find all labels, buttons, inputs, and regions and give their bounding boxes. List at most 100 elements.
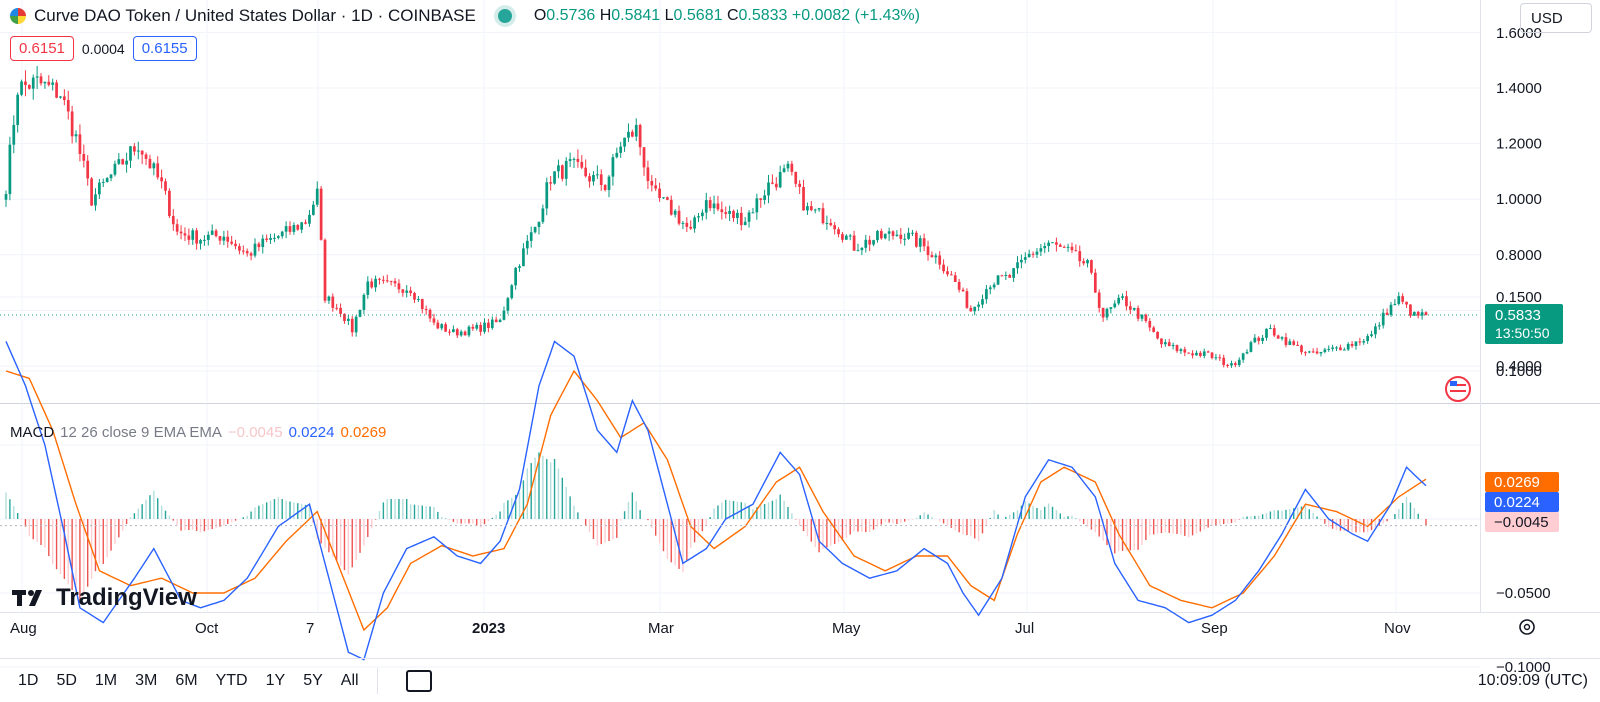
- candle-body: [152, 163, 156, 169]
- us-flag-icon[interactable]: [1445, 376, 1471, 402]
- candle-body: [24, 81, 27, 86]
- candle-body: [1405, 301, 1408, 305]
- sell-price-button[interactable]: 0.6151: [10, 36, 74, 61]
- open-value: 0.5736: [546, 7, 596, 24]
- candle-body: [385, 280, 389, 282]
- range-5d-button[interactable]: 5D: [56, 671, 77, 689]
- candle-body: [848, 235, 852, 237]
- calendar-range-icon[interactable]: [405, 669, 432, 692]
- candle-body: [985, 289, 988, 300]
- price-tick-label: 0.4000: [1496, 358, 1542, 375]
- range-ytd-button[interactable]: YTD: [215, 671, 248, 689]
- toolbar-divider: [376, 667, 378, 694]
- candle-body: [51, 82, 55, 85]
- candle-body: [911, 232, 914, 234]
- current-price-tag[interactable]: [1485, 304, 1563, 345]
- macd-line-tag: [1485, 492, 1559, 512]
- candle-body: [413, 292, 416, 300]
- candle-body: [175, 224, 179, 232]
- candle-body: [973, 306, 977, 312]
- range-1y-button[interactable]: 1Y: [265, 671, 286, 689]
- candle-body: [179, 231, 183, 234]
- candle-body: [366, 281, 370, 295]
- candle-body: [1070, 246, 1074, 251]
- candle-body: [1370, 334, 1373, 337]
- candle-body: [292, 224, 296, 232]
- candle-body: [829, 222, 833, 226]
- range-1m-button[interactable]: 1M: [94, 671, 118, 689]
- candle-body: [452, 329, 455, 333]
- macd-signal-tag-text: 0.0269: [1494, 474, 1540, 491]
- candle-body: [1354, 341, 1358, 346]
- candle-body: [1202, 351, 1206, 356]
- range-5y-button[interactable]: 5Y: [303, 671, 323, 689]
- symbol-title[interactable]: Curve DAO Token / United States Dollar ·…: [34, 6, 476, 25]
- candle-body: [1397, 296, 1401, 304]
- candle-body: [634, 125, 638, 137]
- candle-body: [790, 163, 794, 172]
- candle-body: [378, 278, 381, 280]
- candle-body: [304, 222, 307, 224]
- candle-body: [20, 81, 23, 95]
- range-3m-button[interactable]: 3M: [135, 671, 158, 689]
- macd-line: [5, 340, 1427, 661]
- range-all-button[interactable]: All: [340, 671, 359, 689]
- candle-body: [662, 197, 665, 199]
- candle-body: [603, 185, 607, 190]
- candle-body: [743, 221, 747, 226]
- candle-body: [564, 160, 568, 179]
- candle-body: [354, 316, 358, 333]
- candle-body: [389, 280, 393, 282]
- candle-body: [1097, 292, 1101, 308]
- candle-body: [241, 250, 245, 252]
- candle-body: [1241, 353, 1245, 360]
- candle-body: [506, 298, 510, 311]
- candle-body: [62, 96, 66, 101]
- candle-body: [852, 235, 856, 251]
- candle-body: [553, 171, 556, 184]
- candle-body: [681, 222, 685, 224]
- candle-body: [595, 174, 599, 176]
- candle-body: [31, 77, 35, 89]
- settings-gear-icon[interactable]: [1519, 619, 1535, 635]
- low-label: L: [664, 7, 674, 24]
- range-1d-button[interactable]: 1D: [18, 671, 39, 689]
- candle-body: [946, 271, 949, 275]
- candle-body: [1121, 296, 1124, 298]
- candle-body: [39, 76, 43, 84]
- candle-body: [1101, 307, 1105, 318]
- candle-body: [1183, 349, 1187, 353]
- candle-body: [59, 96, 62, 98]
- candle-body: [1167, 342, 1171, 347]
- candle-body: [584, 167, 588, 177]
- candle-body: [94, 194, 97, 206]
- candle-body: [117, 159, 121, 164]
- candle-body: [1280, 337, 1284, 339]
- macd-line-value: 0.0224: [288, 424, 335, 441]
- close-value: 0.5833: [738, 7, 788, 24]
- macd-histogram-tag-text: −0.0045: [1494, 514, 1549, 531]
- candle-body: [1163, 342, 1167, 345]
- candle-body: [498, 319, 502, 323]
- candle-body: [926, 246, 930, 256]
- range-6m-button[interactable]: 6M: [175, 671, 198, 689]
- countdown-timer: 13:50:50: [1495, 325, 1550, 341]
- candle-body: [759, 198, 763, 200]
- tradingview-logo[interactable]: TradingView: [12, 584, 197, 612]
- candle-body: [891, 231, 895, 236]
- candle-body: [1393, 303, 1397, 305]
- candle-body: [346, 318, 350, 321]
- candle-body: [1125, 296, 1128, 307]
- macd-legend[interactable]: MACD 12 26 close 9 EMA EMA −0.0045 0.022…: [10, 424, 386, 441]
- candle-body: [693, 217, 696, 229]
- currency-button[interactable]: USD: [1520, 3, 1592, 33]
- candle-body: [1300, 345, 1303, 353]
- utc-clock[interactable]: 10:09:09 (UTC): [1477, 671, 1588, 689]
- candle-body: [16, 94, 20, 125]
- candle-body: [856, 250, 860, 252]
- buy-price-button[interactable]: 0.6155: [132, 36, 197, 61]
- candle-body: [627, 131, 630, 138]
- candle-body: [397, 283, 401, 290]
- candle-body: [1179, 349, 1183, 352]
